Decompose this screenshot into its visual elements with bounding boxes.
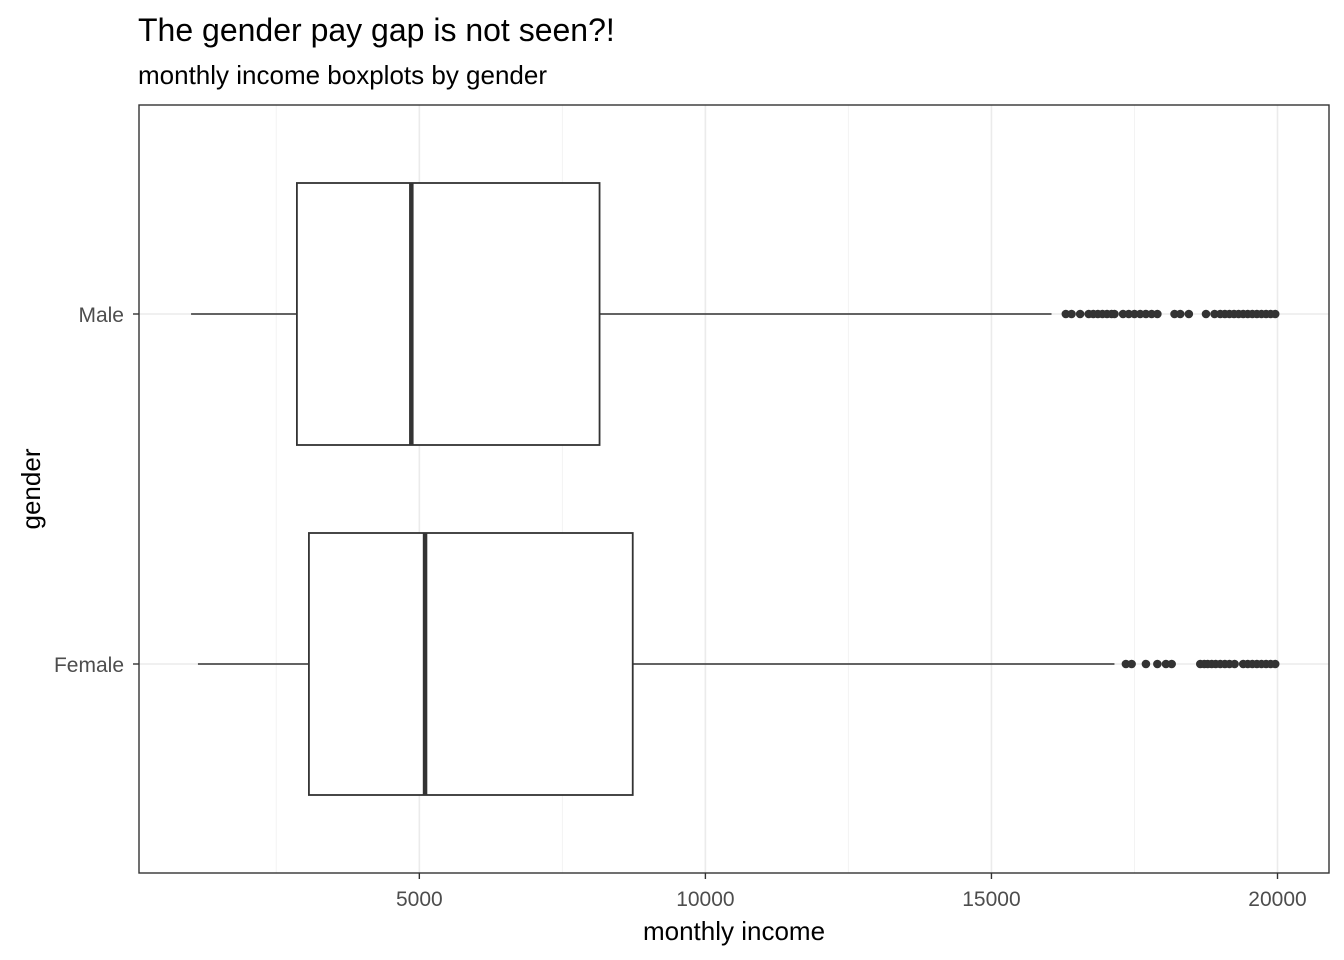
chart-title: The gender pay gap is not seen?! [138, 12, 615, 48]
iqr-box [308, 532, 634, 796]
outlier-point [1230, 659, 1239, 669]
boxes [191, 182, 1280, 796]
y-tick-label: Male [78, 304, 124, 327]
x-tick-label: 15000 [962, 888, 1020, 911]
outlier-point [1127, 659, 1136, 669]
outlier-point [1067, 309, 1076, 319]
chart-subtitle: monthly income boxplots by gender [138, 60, 547, 90]
y-axis-title: gender [16, 448, 46, 529]
x-axis-title: monthly income [643, 916, 825, 946]
panel-border [138, 104, 1330, 874]
outlier-point [1270, 309, 1280, 319]
y-tick-label: Female [54, 654, 124, 677]
x-tick-label: 20000 [1248, 888, 1306, 911]
box-male [191, 182, 1280, 446]
box-female [197, 532, 1280, 796]
x-tick-label: 10000 [676, 888, 734, 911]
outlier-point [1153, 659, 1162, 669]
outlier-point [1201, 309, 1211, 319]
iqr-box [296, 182, 601, 446]
outlier-point [1110, 309, 1119, 319]
x-tick-label: 5000 [396, 888, 443, 911]
outlier-point [1075, 309, 1085, 319]
outlier-point [1184, 309, 1194, 319]
axis-ticks: 5000 10000 15000 20000 Female Male [54, 304, 1307, 911]
outlier-point [1167, 659, 1176, 669]
outlier-point [1153, 309, 1162, 319]
outlier-point [1270, 659, 1280, 669]
outlier-point [1141, 659, 1151, 669]
outlier-point [1175, 309, 1185, 319]
